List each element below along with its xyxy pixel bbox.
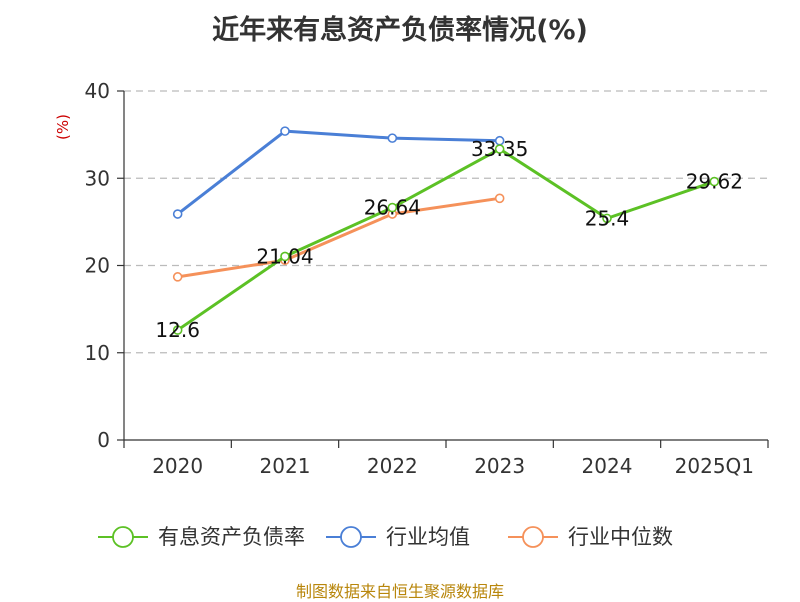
data-label: 29.62	[686, 170, 743, 194]
y-tick-label: 20	[85, 254, 110, 278]
data-label: 25.4	[585, 206, 630, 230]
data-point	[280, 126, 290, 136]
x-tick-label: 2023	[474, 454, 525, 478]
data-point	[280, 251, 290, 262]
legend-item: 有息资产负债率	[98, 525, 305, 549]
grid-layer	[124, 90, 768, 354]
y-tick-label: 30	[85, 166, 110, 190]
legend-label: 有息资产负债率	[158, 525, 305, 549]
legend-marker	[112, 526, 134, 548]
data-label-layer: 12.6 21.04 26.64 33.35 25.4 29.62	[155, 137, 743, 342]
data-label: 33.35	[471, 137, 528, 161]
y-tick-label: 40	[85, 79, 110, 103]
legend-item: 行业中位数	[508, 525, 673, 549]
data-label: 26.64	[364, 196, 421, 220]
x-tick-label: 2021	[260, 454, 311, 478]
series-line	[176, 129, 500, 216]
series-line	[176, 147, 715, 332]
source-footer: 制图数据来自恒生聚源数据库	[295, 582, 504, 601]
x-tick-label: 2020	[152, 454, 203, 478]
data-label: 21.04	[256, 244, 313, 268]
data-point	[387, 202, 398, 213]
chart-title: 近年来有息资产负债率情况(%)	[212, 15, 588, 46]
y-axis-unit-label: (%)	[54, 114, 72, 140]
data-point	[494, 144, 505, 154]
legend-label: 行业均值	[386, 525, 470, 549]
series-layer	[172, 126, 720, 335]
data-point	[172, 325, 183, 335]
x-tick-label: 2024	[582, 454, 633, 478]
legend-marker	[340, 526, 362, 548]
legend: 有息资产负债率 行业均值 行业中位数	[98, 525, 673, 549]
y-tick-label: 10	[85, 341, 110, 365]
x-tick-label: 2022	[367, 454, 418, 478]
y-tick-label: 0	[97, 428, 110, 452]
legend-marker	[522, 526, 544, 548]
data-point	[494, 193, 505, 204]
data-point	[602, 213, 612, 224]
data-label: 12.6	[155, 318, 200, 342]
data-point	[709, 176, 720, 187]
x-tick-label: 2025Q1	[675, 454, 754, 478]
legend-item: 行业均值	[326, 525, 470, 549]
series-line	[177, 196, 500, 279]
axis-layer: 0 10 20 30 40 2020 2021 2022 2023 2024 2025Q1 (%)	[54, 79, 769, 478]
data-point	[172, 272, 183, 282]
data-point	[172, 209, 183, 219]
legend-label: 行业中位数	[568, 525, 673, 549]
data-point	[387, 133, 398, 143]
